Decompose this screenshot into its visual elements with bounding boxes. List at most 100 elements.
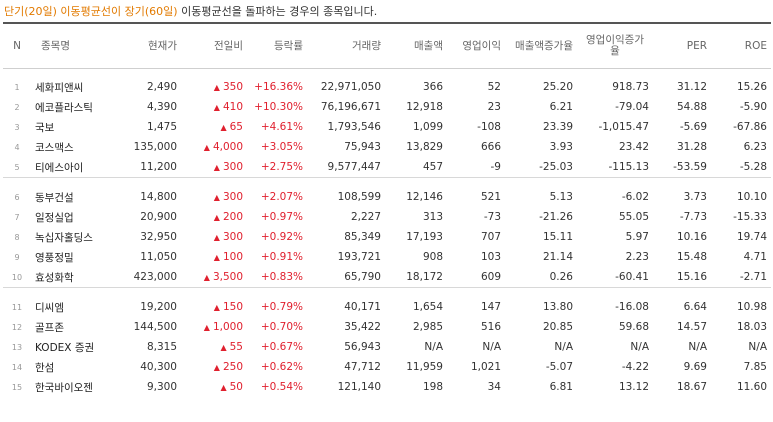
- price-change-value: 150: [222, 301, 243, 313]
- current-price: 40,300: [140, 361, 177, 373]
- change-rate: +0.54%: [260, 381, 303, 393]
- stock-name-link[interactable]: 디씨엠: [35, 301, 64, 314]
- table-row: 2 에코플라스틱 4,390 ▲ 410 +10.30% 76,196,671 12,918 2…: [3, 97, 771, 117]
- sales: 366: [422, 81, 443, 93]
- roe: -5.28: [739, 161, 767, 173]
- sales: N/A: [424, 341, 443, 353]
- up-triangle-icon: ▲: [203, 323, 210, 332]
- roe: -2.71: [739, 271, 767, 283]
- price-change-value: 300: [222, 191, 243, 203]
- per: 18.67: [676, 381, 707, 393]
- op-growth: -1,015.47: [598, 121, 649, 133]
- up-triangle-icon: ▲: [213, 253, 220, 262]
- current-price: 11,050: [140, 251, 177, 263]
- current-price: 423,000: [133, 271, 177, 283]
- sales: 313: [422, 211, 443, 223]
- roe: 6.23: [743, 141, 767, 153]
- up-triangle-icon: ▲: [213, 163, 220, 172]
- stock-name-link[interactable]: 영풍정밀: [35, 251, 74, 264]
- stock-name-link[interactable]: 일정실업: [35, 211, 74, 224]
- table-row: 12 골프존 144,500 ▲ 1,000 +0.70% 35,422 2,985 516 20…: [3, 317, 771, 337]
- row-number: 15: [11, 382, 23, 392]
- price-change: ▲ 200: [181, 207, 247, 227]
- stock-name-link[interactable]: 티에스아이: [35, 161, 84, 174]
- operating-profit: -9: [490, 161, 501, 173]
- price-change-value: 65: [229, 121, 243, 133]
- up-triangle-icon: ▲: [213, 83, 220, 92]
- price-change: ▲ 410: [181, 97, 247, 117]
- sales-growth: 5.13: [549, 191, 573, 203]
- stock-name-link[interactable]: 코스맥스: [35, 141, 74, 154]
- current-price: 11,200: [140, 161, 177, 173]
- operating-profit: 516: [480, 321, 501, 333]
- table-row: 5 티에스아이 11,200 ▲ 300 +2.75% 9,577,447 457 -9 -25.…: [3, 157, 771, 178]
- stock-name-link[interactable]: 국보: [35, 121, 55, 134]
- change-rate: +0.91%: [260, 251, 303, 263]
- volume: 40,171: [344, 301, 381, 313]
- stock-name-link[interactable]: 녹십자홀딩스: [35, 231, 93, 244]
- op-growth: 55.05: [618, 211, 649, 223]
- roe: 7.85: [743, 361, 767, 373]
- table-row: 14 한섬 40,300 ▲ 250 +0.62% 47,712 11,959 1,021 -5.…: [3, 357, 771, 377]
- stock-name-link[interactable]: 한섬: [35, 361, 55, 374]
- up-triangle-icon: ▲: [213, 303, 220, 312]
- price-change-value: 250: [222, 361, 243, 373]
- price-change-value: 1,000: [212, 321, 243, 333]
- up-triangle-icon: ▲: [213, 363, 220, 372]
- sales-growth: 3.93: [549, 141, 573, 153]
- price-change: ▲ 150: [181, 297, 247, 317]
- operating-profit: -108: [477, 121, 501, 133]
- sales-growth: 20.85: [542, 321, 573, 333]
- header-per: PER: [653, 22, 711, 69]
- change-rate: +0.97%: [260, 211, 303, 223]
- header-name: 종목명: [31, 22, 111, 69]
- stock-name-link[interactable]: 동부건설: [35, 191, 74, 204]
- sales-growth: 23.39: [542, 121, 573, 133]
- sales-growth: 15.11: [542, 231, 573, 243]
- stock-name-link[interactable]: 효성화학: [35, 271, 74, 284]
- price-change: ▲ 300: [181, 157, 247, 178]
- header-sales-growth: 매출액증가율: [505, 22, 577, 69]
- change-rate: +0.70%: [260, 321, 303, 333]
- table-row: 8 녹십자홀딩스 32,950 ▲ 300 +0.92% 85,349 17,193 707 15…: [3, 227, 771, 247]
- volume: 108,599: [337, 191, 381, 203]
- price-change: ▲ 65: [181, 117, 247, 137]
- row-number: 1: [14, 82, 20, 92]
- roe: -67.86: [733, 121, 767, 133]
- sales-growth: 25.20: [542, 81, 573, 93]
- top-spacer: [3, 69, 771, 78]
- sales-growth: 6.21: [549, 101, 573, 113]
- roe: 18.03: [736, 321, 767, 333]
- volume: 76,196,671: [320, 101, 381, 113]
- group-separator-cell: [3, 287, 771, 297]
- price-change-value: 55: [229, 341, 243, 353]
- operating-profit: 52: [487, 81, 501, 93]
- operating-profit: N/A: [482, 341, 501, 353]
- current-price: 32,950: [140, 231, 177, 243]
- stock-name-link[interactable]: 세화피앤씨: [35, 81, 84, 94]
- stock-name-link[interactable]: 에코플라스틱: [35, 101, 93, 114]
- op-growth: -16.08: [615, 301, 649, 313]
- roe: 19.74: [736, 231, 767, 243]
- row-number: 14: [11, 362, 23, 372]
- stock-name-link[interactable]: KODEX 증권: [35, 341, 95, 354]
- per: 54.88: [676, 101, 707, 113]
- stock-name-link[interactable]: 한국바이오젠: [35, 381, 93, 394]
- row-number: 8: [14, 232, 20, 242]
- roe: 11.60: [736, 381, 767, 393]
- per: 14.57: [676, 321, 707, 333]
- price-change: ▲ 55: [181, 337, 247, 357]
- stock-name-link[interactable]: 골프존: [35, 321, 64, 334]
- header-rate: 등락률: [247, 22, 307, 69]
- operating-profit: 103: [480, 251, 501, 263]
- per: 31.12: [676, 81, 707, 93]
- price-change: ▲ 300: [181, 227, 247, 247]
- row-number: 9: [14, 252, 20, 262]
- sales: 198: [422, 381, 443, 393]
- table-row: 7 일정실업 20,900 ▲ 200 +0.97% 2,227 313 -73 -21.26 55…: [3, 207, 771, 227]
- header-volume: 거래량: [307, 22, 385, 69]
- volume: 65,790: [344, 271, 381, 283]
- table-row: 11 디씨엠 19,200 ▲ 150 +0.79% 40,171 1,654 147 13.80…: [3, 297, 771, 317]
- change-rate: +0.83%: [260, 271, 303, 283]
- sales: 1,099: [412, 121, 443, 133]
